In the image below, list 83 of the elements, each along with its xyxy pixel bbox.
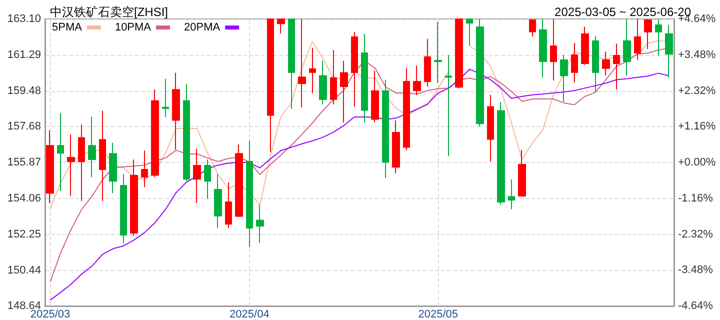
x-tick-label: 2025/03 xyxy=(30,308,70,320)
candlestick xyxy=(623,18,631,76)
candlestick xyxy=(424,38,431,88)
candlestick xyxy=(445,54,452,157)
y2-tick-label: +0.00% xyxy=(678,156,716,168)
candlestick xyxy=(214,174,222,228)
candlestick xyxy=(172,72,180,150)
x-tick-label: 2025/04 xyxy=(230,308,270,320)
y-tick-label: 152.25 xyxy=(7,228,41,240)
candlestick xyxy=(109,142,117,194)
candlestick xyxy=(183,83,190,182)
candlestick xyxy=(466,18,473,46)
candlestick xyxy=(539,18,547,78)
y2-tick-label: +3.48% xyxy=(678,48,716,61)
candlestick xyxy=(403,67,410,151)
y2-tick-label: -3.48% xyxy=(678,264,714,276)
candlestick xyxy=(225,182,232,228)
line-series xyxy=(50,68,670,301)
candlestick xyxy=(319,60,327,105)
candlestick xyxy=(340,60,348,124)
y-tick-label: 161.29 xyxy=(7,48,41,61)
candlestick xyxy=(571,42,578,84)
candlestick xyxy=(151,88,159,178)
candlestick xyxy=(634,18,641,60)
candlestick xyxy=(351,31,358,108)
candlestick xyxy=(361,33,368,123)
candlestick xyxy=(371,70,379,123)
x-tick-label: 2025/05 xyxy=(418,308,458,320)
candlestick xyxy=(277,18,285,34)
candlestick xyxy=(476,18,484,127)
candlestick xyxy=(413,64,421,96)
candlestick xyxy=(235,144,243,218)
candlestick xyxy=(267,18,274,152)
candlestick xyxy=(508,178,515,210)
y-tick-label: 150.44 xyxy=(7,264,41,276)
y-tick-label: 159.48 xyxy=(7,84,41,97)
candlestick xyxy=(655,18,662,56)
candlestick xyxy=(560,54,568,102)
candlestick xyxy=(382,79,389,179)
candlestick xyxy=(613,43,620,90)
candlestick xyxy=(204,159,211,200)
y2-tick-label: -4.64% xyxy=(678,300,714,312)
candlestick xyxy=(665,24,673,78)
candlestick xyxy=(392,120,400,174)
y-tick-label: 155.87 xyxy=(7,156,41,168)
y-tick-label: 154.06 xyxy=(7,192,41,204)
candlestick xyxy=(518,149,526,198)
candlestick xyxy=(88,116,96,178)
candlestick xyxy=(529,18,536,38)
candlestick xyxy=(67,134,75,197)
y2-tick-label: +1.16% xyxy=(678,120,716,133)
candlestick xyxy=(120,174,127,244)
y-tick-label: 157.68 xyxy=(7,120,41,133)
candlestick xyxy=(256,204,264,244)
candlestick xyxy=(581,26,589,66)
candlestick xyxy=(644,18,652,50)
candlestick xyxy=(487,94,494,162)
candlestick xyxy=(298,18,306,108)
candlestick xyxy=(455,18,463,89)
candlestick xyxy=(602,51,610,76)
candlestick xyxy=(330,49,337,105)
candlestick xyxy=(550,18,557,82)
y2-tick-label: +2.32% xyxy=(678,84,716,97)
candlestick xyxy=(193,148,201,204)
y-tick-label: 163.10 xyxy=(7,13,41,25)
candlestick xyxy=(309,47,316,94)
candlestick xyxy=(57,112,64,192)
legend-label: 5PMA xyxy=(52,22,83,34)
candlestick xyxy=(46,130,54,204)
candlestick xyxy=(141,150,148,188)
candlestick xyxy=(434,21,442,84)
y2-tick-label: -1.16% xyxy=(678,192,714,204)
legend-label: 10PMA xyxy=(114,22,152,34)
y2-tick-label: -2.32% xyxy=(678,228,714,240)
legend-label: 20PMA xyxy=(184,22,221,34)
candlestick xyxy=(497,101,505,206)
candlestick xyxy=(99,110,106,202)
candlestick xyxy=(78,124,85,202)
candlestick xyxy=(162,78,169,118)
candlestick xyxy=(130,159,138,236)
candlestick xyxy=(288,18,295,110)
candlestick xyxy=(592,35,599,92)
chart-title: 中汉铁矿石卖空[ZHSI] xyxy=(50,5,168,19)
